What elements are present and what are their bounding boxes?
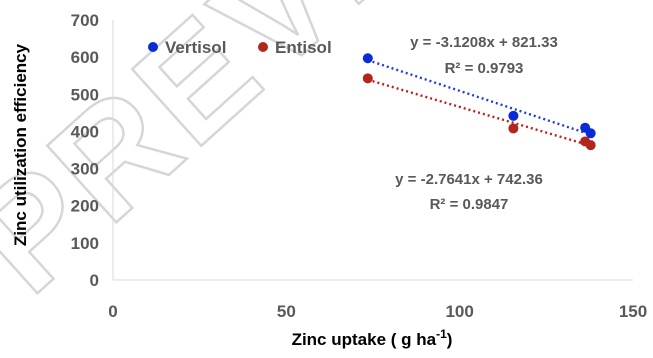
y-tick-label: 400 xyxy=(71,122,99,141)
y-axis-title: Zinc utilization efficiency xyxy=(11,43,30,246)
legend-marker-entisol xyxy=(258,42,268,52)
entisol-r2: R² = 0.9847 xyxy=(430,196,509,213)
x-axis-title-superscript: -1 xyxy=(436,327,447,341)
y-tick-label: 100 xyxy=(71,234,99,253)
y-tick-label: 500 xyxy=(71,85,99,104)
vertisol-r2: R² = 0.9793 xyxy=(445,60,524,77)
tick-labels: 0 100 200 300 400 500 600 700 0 50 100 150 xyxy=(71,11,648,321)
x-tick-label: 50 xyxy=(277,302,296,321)
x-tick-label: 150 xyxy=(619,302,647,321)
trendline-vertisol xyxy=(367,58,592,136)
x-axis-title-suffix: ) xyxy=(447,330,453,349)
x-tick-label: 100 xyxy=(445,302,473,321)
vertisol-equation: y = -3.1208x + 821.33 xyxy=(410,34,558,51)
axes xyxy=(112,20,633,281)
point-entisol xyxy=(508,123,519,134)
y-tick-label: 200 xyxy=(71,197,99,216)
x-axis-title: Zinc uptake ( g ha-1) xyxy=(292,327,453,349)
entisol-equation: y = -2.7641x + 742.36 xyxy=(395,171,543,188)
point-entisol xyxy=(362,73,373,84)
trendline-entisol xyxy=(367,78,592,147)
legend: Vertisol Entisol xyxy=(148,38,332,57)
point-vertisol xyxy=(585,128,596,139)
trendline-annotations: y = -3.1208x + 821.33 R² = 0.9793 y = -2… xyxy=(395,34,558,213)
y-tick-label: 600 xyxy=(71,48,99,67)
y-tick-label: 0 xyxy=(90,271,99,290)
point-entisol xyxy=(585,140,596,151)
x-axis-title-main: Zinc uptake ( g ha xyxy=(292,330,437,349)
point-vertisol xyxy=(362,53,373,64)
y-tick-label: 700 xyxy=(71,11,99,30)
legend-item-entisol: Entisol xyxy=(258,38,332,57)
legend-label-vertisol: Vertisol xyxy=(165,38,226,57)
y-tick-label: 300 xyxy=(71,160,99,179)
legend-label-entisol: Entisol xyxy=(275,38,332,57)
point-vertisol xyxy=(508,110,519,121)
legend-marker-vertisol xyxy=(148,42,158,52)
trendlines xyxy=(367,58,592,147)
legend-item-vertisol: Vertisol xyxy=(148,38,226,57)
x-tick-label: 0 xyxy=(108,302,117,321)
data-points xyxy=(362,53,596,151)
